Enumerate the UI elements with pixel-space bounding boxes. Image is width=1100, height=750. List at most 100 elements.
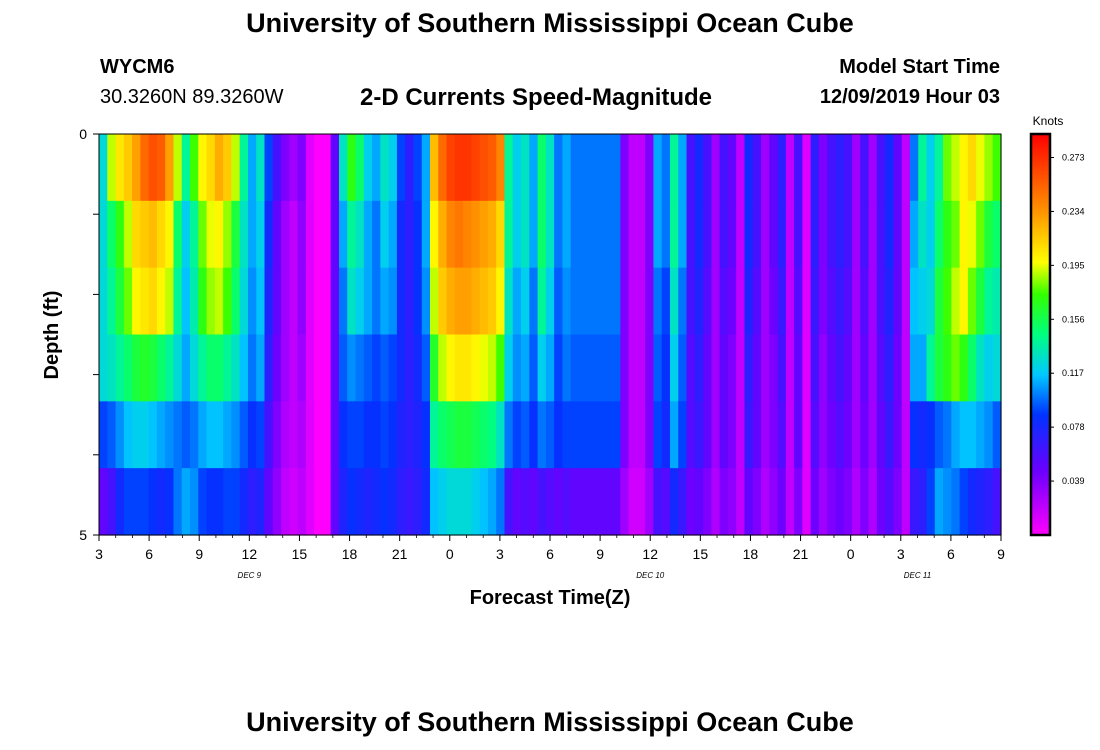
heatmap-cell xyxy=(827,468,837,536)
heatmap-cell xyxy=(603,267,613,336)
heatmap-cell xyxy=(355,134,365,202)
heatmap-cell xyxy=(413,200,423,269)
heatmap-cell xyxy=(777,267,787,336)
heatmap-cell xyxy=(463,200,472,269)
heatmap-cell xyxy=(769,134,779,202)
heatmap-cell xyxy=(868,267,878,336)
heatmap-cell xyxy=(413,401,423,469)
heatmap-cell xyxy=(330,134,340,202)
heatmap-cell xyxy=(463,267,472,336)
heatmap-cell xyxy=(669,134,679,202)
heatmap-cell xyxy=(587,468,597,536)
heatmap-cell xyxy=(231,468,241,536)
heatmap-cell xyxy=(678,267,688,336)
heatmap-cell xyxy=(736,334,746,402)
heatmap-cell xyxy=(761,200,770,269)
model-start-label: Model Start Time xyxy=(839,56,1000,78)
heatmap-cell xyxy=(562,401,572,469)
heatmap-cell xyxy=(487,401,497,469)
heatmap-cell xyxy=(289,267,299,336)
heatmap-cell xyxy=(628,134,638,202)
heatmap-cell xyxy=(132,334,141,402)
heatmap-cell xyxy=(736,468,746,536)
heatmap-cell xyxy=(496,267,506,336)
heatmap-cell xyxy=(396,134,406,202)
heatmap-cell xyxy=(694,468,704,536)
heatmap-cell xyxy=(727,200,737,269)
heatmap-cell xyxy=(587,267,597,336)
heatmap-cell xyxy=(893,468,903,536)
heatmap-cell xyxy=(918,334,928,402)
heatmap-cell xyxy=(885,134,895,202)
heatmap-cell xyxy=(843,267,853,336)
heatmap-cell xyxy=(347,334,357,402)
heatmap-cell xyxy=(405,200,415,269)
heatmap-cell xyxy=(214,401,224,469)
heatmap-cell xyxy=(843,401,853,469)
heatmap-cell xyxy=(587,334,597,402)
heatmap-cell xyxy=(794,200,803,269)
heatmap-cell xyxy=(628,267,638,336)
heatmap-cell xyxy=(256,200,266,269)
heatmap-cell xyxy=(769,200,779,269)
heatmap-cell xyxy=(405,401,415,469)
heatmap-cell xyxy=(223,468,233,536)
heatmap-cell xyxy=(562,334,572,402)
heatmap-cell xyxy=(479,334,489,402)
heatmap-cell xyxy=(984,468,994,536)
heatmap-cell xyxy=(901,334,911,402)
heatmap-cell xyxy=(612,134,621,202)
heatmap-cell xyxy=(612,401,621,469)
heatmap-cell xyxy=(372,468,381,536)
heatmap-cell xyxy=(612,200,621,269)
heatmap-cell xyxy=(231,134,241,202)
heatmap-cell xyxy=(967,200,977,269)
heatmap-cell xyxy=(653,401,663,469)
heatmap-cell xyxy=(471,468,481,536)
heatmap-cell xyxy=(794,267,803,336)
heatmap-cell xyxy=(835,200,845,269)
heatmap-cell xyxy=(372,134,381,202)
heatmap-cell xyxy=(901,401,911,469)
heatmap-cell xyxy=(148,468,158,536)
heatmap-cell xyxy=(198,334,208,402)
heatmap-cell xyxy=(181,134,191,202)
heatmap-cell xyxy=(446,401,456,469)
heatmap-cell xyxy=(669,334,679,402)
heatmap-cell xyxy=(289,200,299,269)
heatmap-cell xyxy=(421,267,431,336)
heatmap-cell xyxy=(521,468,530,536)
heatmap-cell xyxy=(686,134,696,202)
heatmap-cell xyxy=(521,401,530,469)
heatmap-cell xyxy=(810,468,820,536)
heatmap-cell xyxy=(438,134,448,202)
heatmap-cell xyxy=(570,200,580,269)
heatmap-cell xyxy=(943,200,952,269)
heatmap-cell xyxy=(645,200,655,269)
heatmap-cell xyxy=(951,401,961,469)
heatmap-cell xyxy=(876,401,886,469)
colorbar-tick-label: 0.117 xyxy=(1062,368,1084,378)
heatmap-cell xyxy=(554,134,564,202)
heatmap-cell xyxy=(661,267,671,336)
heatmap-cell xyxy=(761,134,770,202)
heatmap-cell xyxy=(198,401,208,469)
heatmap-cell xyxy=(603,200,613,269)
heatmap-cell xyxy=(305,267,315,336)
heatmap-cell xyxy=(140,334,150,402)
heatmap-cell xyxy=(355,468,365,536)
heatmap-cell xyxy=(430,401,439,469)
x-tick-label: 18 xyxy=(342,546,358,562)
heatmap-cell xyxy=(231,401,241,469)
heatmap-cell xyxy=(438,334,448,402)
heatmap-cell xyxy=(347,401,357,469)
heatmap-cell xyxy=(951,134,961,202)
heatmap-cell xyxy=(289,401,299,469)
heatmap-cell xyxy=(653,334,663,402)
heatmap-cell xyxy=(835,134,845,202)
heatmap-cell xyxy=(107,401,117,469)
heatmap-cell xyxy=(901,468,911,536)
heatmap-cell xyxy=(926,134,936,202)
heatmap-cell xyxy=(868,334,878,402)
heatmap-cell xyxy=(239,401,249,469)
